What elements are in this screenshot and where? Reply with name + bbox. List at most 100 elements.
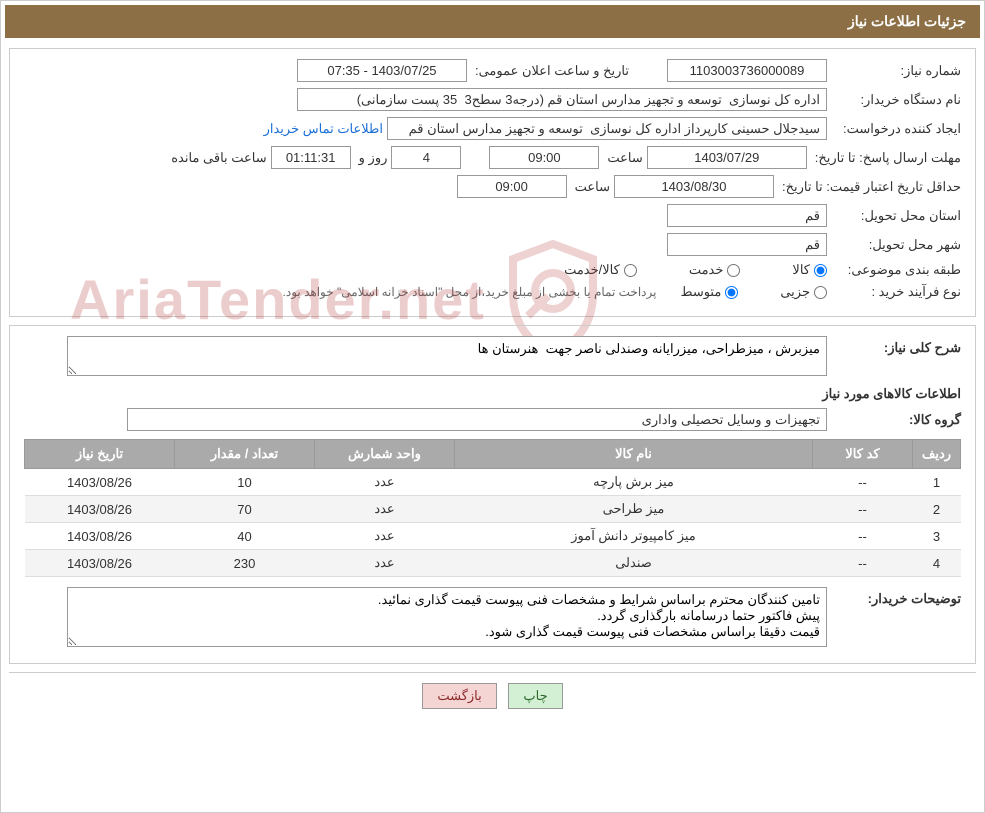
process-note: پرداخت تمام یا بخشی از مبلغ خرید،از محل … — [24, 285, 676, 299]
validity-label: حداقل تاریخ اعتبار قیمت: تا تاریخ: — [778, 179, 961, 195]
button-row: چاپ بازگشت — [9, 672, 976, 719]
back-button[interactable]: بازگشت — [422, 683, 496, 709]
form-panel-details: شرح کلی نیاز: اطلاعات کالاهای مورد نیاز … — [9, 325, 976, 664]
th-unit: واحد شمارش — [315, 440, 455, 469]
days-and-label: روز و — [355, 150, 388, 166]
row-category: طبقه بندی موضوعی: کالا خدمت کالا/خدمت — [24, 262, 961, 278]
radio-goods[interactable]: کالا — [792, 262, 827, 278]
cell-date: 1403/08/26 — [25, 550, 175, 577]
cell-date: 1403/08/26 — [25, 523, 175, 550]
cell-date: 1403/08/26 — [25, 469, 175, 496]
content-area: AriaTender.net شماره نیاز: تاریخ و ساعت … — [5, 38, 980, 723]
time-remaining-field[interactable] — [271, 146, 351, 169]
radio-goods-service[interactable]: کالا/خدمت — [564, 262, 637, 278]
province-label: استان محل تحویل: — [831, 208, 961, 224]
need-number-label: شماره نیاز: — [831, 63, 961, 79]
cell-row: 2 — [913, 496, 961, 523]
cell-code: -- — [813, 523, 913, 550]
time-label-1: ساعت — [603, 150, 642, 166]
cell-date: 1403/08/26 — [25, 496, 175, 523]
buyer-org-field[interactable] — [297, 88, 827, 111]
table-row: 1--میز برش پارچهعدد101403/08/26 — [25, 469, 961, 496]
response-date-field[interactable] — [647, 146, 807, 169]
need-number-field[interactable] — [667, 59, 827, 82]
validity-time-field[interactable] — [457, 175, 567, 198]
category-label: طبقه بندی موضوعی: — [831, 262, 961, 278]
th-date: تاریخ نیاز — [25, 440, 175, 469]
cell-unit: عدد — [315, 550, 455, 577]
cell-name: میز کامپیوتر دانش آموز — [455, 523, 813, 550]
days-remaining-field[interactable] — [391, 146, 461, 169]
row-buyer-notes: توضیحات خریدار: — [24, 587, 961, 647]
cell-qty: 70 — [175, 496, 315, 523]
items-tbody: 1--میز برش پارچهعدد101403/08/262--میز طر… — [25, 469, 961, 577]
row-need-number: شماره نیاز: تاریخ و ساعت اعلان عمومی: — [24, 59, 961, 82]
radio-medium[interactable]: متوسط — [680, 284, 738, 300]
time-remaining-label: ساعت باقی مانده — [167, 150, 266, 166]
process-radio-group: جزیی متوسط — [680, 284, 827, 300]
process-type-label: نوع فرآیند خرید : — [831, 284, 961, 300]
cell-qty: 230 — [175, 550, 315, 577]
th-row: ردیف — [913, 440, 961, 469]
cell-name: صندلی — [455, 550, 813, 577]
row-buyer-org: نام دستگاه خریدار: — [24, 88, 961, 111]
buyer-org-label: نام دستگاه خریدار: — [831, 92, 961, 108]
cell-code: -- — [813, 550, 913, 577]
form-panel-main: AriaTender.net شماره نیاز: تاریخ و ساعت … — [9, 48, 976, 317]
cell-name: میز برش پارچه — [455, 469, 813, 496]
description-label: شرح کلی نیاز: — [831, 336, 961, 356]
cell-row: 4 — [913, 550, 961, 577]
cell-code: -- — [813, 496, 913, 523]
th-code: کد کالا — [813, 440, 913, 469]
province-field[interactable] — [667, 204, 827, 227]
group-label: گروه کالا: — [831, 412, 961, 428]
items-table: ردیف کد کالا نام کالا واحد شمارش تعداد /… — [24, 439, 961, 577]
buyer-contact-link[interactable]: اطلاعات تماس خریدار — [264, 121, 383, 137]
table-row: 3--میز کامپیوتر دانش آموزعدد401403/08/26 — [25, 523, 961, 550]
cell-unit: عدد — [315, 523, 455, 550]
radio-service[interactable]: خدمت — [689, 262, 741, 278]
cell-name: میز طراحی — [455, 496, 813, 523]
row-validity: حداقل تاریخ اعتبار قیمت: تا تاریخ: ساعت — [24, 175, 961, 198]
row-city: شهر محل تحویل: — [24, 233, 961, 256]
announce-label: تاریخ و ساعت اعلان عمومی: — [471, 63, 629, 79]
requester-label: ایجاد کننده درخواست: — [831, 121, 961, 137]
row-process-type: نوع فرآیند خرید : جزیی متوسط پرداخت تمام… — [24, 284, 961, 300]
row-response-deadline: مهلت ارسال پاسخ: تا تاریخ: ساعت روز و سا… — [24, 146, 961, 169]
table-row: 4--صندلیعدد2301403/08/26 — [25, 550, 961, 577]
page-title: جزئیات اطلاعات نیاز — [848, 13, 966, 29]
cell-unit: عدد — [315, 496, 455, 523]
group-field[interactable] — [127, 408, 827, 431]
cell-row: 3 — [913, 523, 961, 550]
row-group: گروه کالا: — [24, 408, 961, 431]
cell-row: 1 — [913, 469, 961, 496]
row-province: استان محل تحویل: — [24, 204, 961, 227]
row-description: شرح کلی نیاز: — [24, 336, 961, 376]
table-header-row: ردیف کد کالا نام کالا واحد شمارش تعداد /… — [25, 440, 961, 469]
category-radio-group: کالا خدمت کالا/خدمت — [564, 262, 827, 278]
page-header: جزئیات اطلاعات نیاز — [5, 5, 980, 38]
th-qty: تعداد / مقدار — [175, 440, 315, 469]
requester-field[interactable] — [387, 117, 827, 140]
cell-code: -- — [813, 469, 913, 496]
page-container: جزئیات اطلاعات نیاز AriaTender.net شماره… — [0, 0, 985, 813]
validity-date-field[interactable] — [614, 175, 774, 198]
radio-partial[interactable]: جزیی — [780, 284, 827, 300]
announce-datetime-field[interactable] — [297, 59, 467, 82]
row-requester: ایجاد کننده درخواست: اطلاعات تماس خریدار — [24, 117, 961, 140]
th-name: نام کالا — [455, 440, 813, 469]
cell-qty: 10 — [175, 469, 315, 496]
time-label-2: ساعت — [571, 179, 610, 195]
response-deadline-label: مهلت ارسال پاسخ: تا تاریخ: — [811, 150, 961, 166]
items-section-title: اطلاعات کالاهای مورد نیاز — [24, 386, 961, 402]
print-button[interactable]: چاپ — [508, 683, 562, 709]
buyer-notes-field[interactable] — [67, 587, 827, 647]
buyer-notes-label: توضیحات خریدار: — [831, 587, 961, 607]
cell-qty: 40 — [175, 523, 315, 550]
description-field[interactable] — [67, 336, 827, 376]
city-field[interactable] — [667, 233, 827, 256]
response-time-field[interactable] — [489, 146, 599, 169]
city-label: شهر محل تحویل: — [831, 237, 961, 253]
table-row: 2--میز طراحیعدد701403/08/26 — [25, 496, 961, 523]
cell-unit: عدد — [315, 469, 455, 496]
